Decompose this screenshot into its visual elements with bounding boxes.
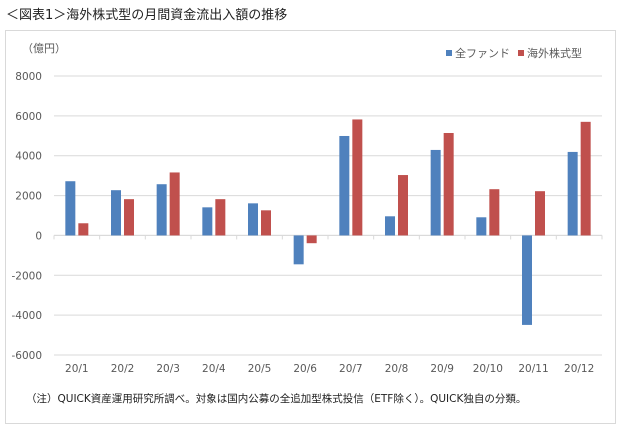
- bar-foreign-equity: [124, 199, 134, 236]
- bar-foreign-equity: [535, 191, 545, 236]
- bars: [65, 119, 591, 325]
- x-tick-label: 20/10: [473, 363, 503, 375]
- legend: 全ファンド 海外株式型: [446, 46, 582, 60]
- x-tick-label: 20/1: [65, 363, 89, 375]
- bar-foreign-equity: [306, 235, 317, 244]
- bar-all-funds: [385, 216, 395, 236]
- bar-all-funds: [156, 184, 167, 236]
- y-tick-label: 8000: [15, 71, 42, 83]
- bar-all-funds: [476, 217, 487, 236]
- bar-foreign-equity: [169, 172, 180, 236]
- x-tick-label: 20/7: [339, 363, 363, 375]
- x-tick-label: 20/3: [156, 363, 180, 375]
- bar-all-funds: [339, 135, 350, 236]
- bar-all-funds: [430, 149, 441, 236]
- footnote: （注）QUICK資産運用研究所調べ。対象は国内公募の全追加型株式投信（ETF除く…: [26, 392, 526, 405]
- x-tick-label: 20/2: [111, 363, 135, 375]
- y-tick-label: 4000: [15, 151, 42, 163]
- y-tick-label: 2000: [15, 191, 42, 203]
- x-tick-label: 20/6: [293, 363, 317, 375]
- y-axis-label: （億円）: [22, 42, 66, 55]
- bar-all-funds: [111, 190, 121, 236]
- chart-title: ＜図表1＞海外株式型の月間資金流出入額の推移: [6, 7, 287, 23]
- x-tick-label: 20/11: [518, 363, 548, 375]
- legend-swatch: [446, 50, 452, 56]
- x-tick-label: 20/5: [248, 363, 272, 375]
- bar-foreign-equity: [489, 189, 500, 236]
- legend-label: 全ファンド: [455, 46, 510, 60]
- x-tick-label: 20/8: [385, 363, 409, 375]
- legend-swatch: [518, 50, 524, 56]
- x-tick-label: 20/4: [202, 363, 226, 375]
- bar-foreign-equity: [352, 119, 363, 236]
- x-tick-label: 20/12: [564, 363, 594, 375]
- y-tick-label: -6000: [11, 350, 42, 362]
- bar-foreign-equity: [580, 121, 591, 236]
- y-tick-labels: -6000 -4000 -2000 0 2000 4000 6000 8000: [11, 71, 42, 362]
- y-tick-label: -2000: [11, 270, 42, 282]
- legend-label: 海外株式型: [527, 46, 582, 60]
- bar-foreign-equity: [398, 175, 408, 236]
- x-tick-labels: 20/1 20/2 20/3 20/4 20/5 20/6 20/7 20/8 20/9 20/1…: [65, 363, 594, 375]
- chart-frame: [5, 30, 616, 424]
- y-tick-label: 6000: [15, 111, 42, 123]
- bar-all-funds: [522, 235, 532, 325]
- bar-all-funds: [293, 235, 304, 265]
- bar-all-funds: [248, 203, 258, 236]
- bar-foreign-equity: [78, 223, 89, 236]
- bar-all-funds: [65, 181, 76, 236]
- y-tick-label: -4000: [11, 310, 42, 322]
- gridlines: [53, 75, 603, 356]
- bar-all-funds: [202, 207, 213, 236]
- bar-foreign-equity: [443, 132, 454, 236]
- bar-all-funds: [567, 151, 578, 236]
- bar-foreign-equity: [215, 199, 226, 236]
- x-tick-label: 20/9: [430, 363, 454, 375]
- y-tick-label: 0: [35, 230, 42, 242]
- bar-foreign-equity: [261, 210, 271, 236]
